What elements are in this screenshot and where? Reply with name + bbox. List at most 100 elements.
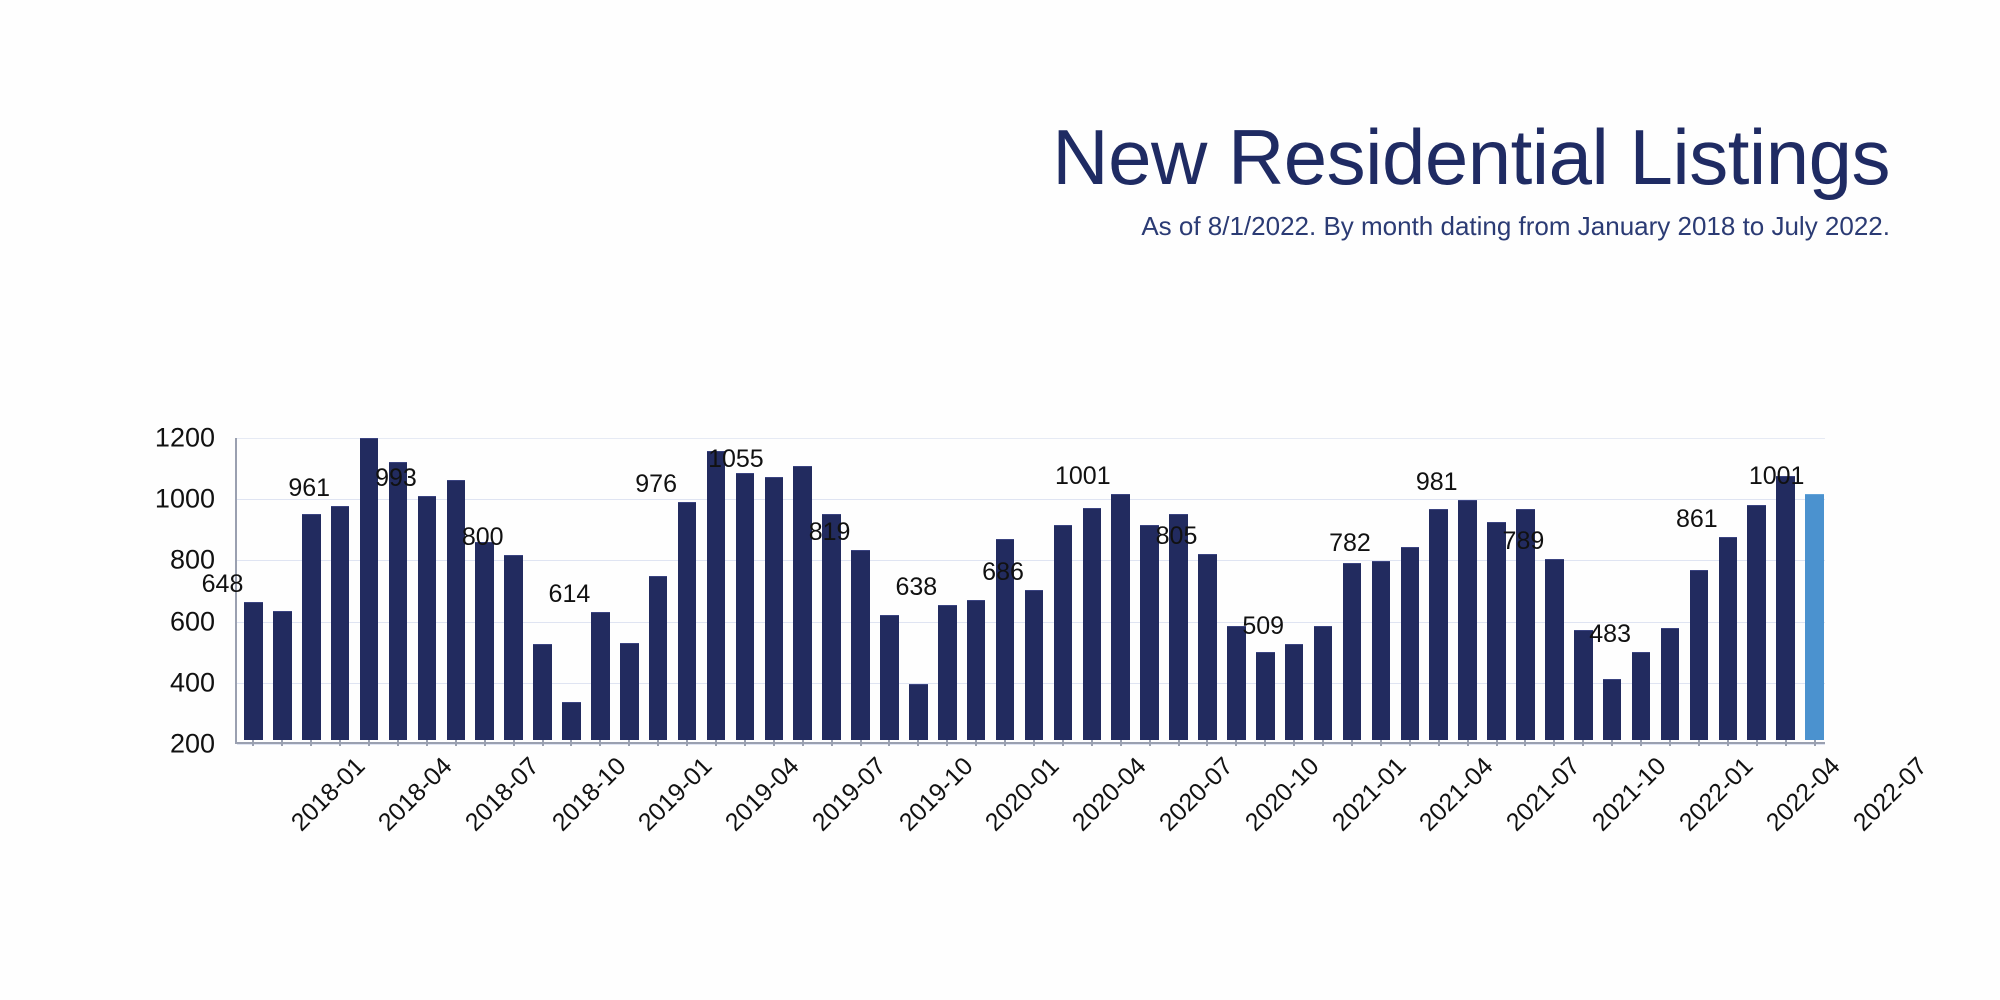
bar-slot: 861	[1676, 434, 1742, 746]
bar[interactable]	[1574, 630, 1593, 740]
x-axis-tick-mark	[917, 740, 920, 746]
bar-slot: 782	[1329, 434, 1395, 746]
bar-slot: 993	[375, 434, 441, 746]
bar[interactable]	[417, 496, 437, 740]
bar[interactable]	[1458, 500, 1477, 740]
x-axis-tick-mark	[1784, 740, 1787, 746]
bar[interactable]	[764, 477, 784, 740]
bar-slot	[615, 434, 644, 746]
x-axis-tick-mark	[541, 740, 544, 746]
bar[interactable]	[1631, 652, 1651, 740]
x-axis-tick-mark	[1437, 740, 1440, 746]
bar[interactable]	[793, 465, 812, 740]
bar[interactable]	[1660, 628, 1680, 740]
bar[interactable]	[330, 506, 350, 740]
bar[interactable]	[735, 473, 755, 740]
bar[interactable]	[822, 514, 841, 740]
bar[interactable]	[677, 501, 697, 740]
x-axis-tick-mark	[1726, 740, 1729, 746]
bar[interactable]	[995, 539, 1015, 740]
bar[interactable]	[1747, 504, 1766, 740]
x-axis-tick-mark	[1379, 740, 1382, 746]
bar-slot	[1338, 434, 1367, 746]
bar[interactable]	[1140, 525, 1159, 740]
bar-slot	[1424, 434, 1453, 746]
x-axis-tick-mark	[859, 740, 862, 746]
bar-value-label: 789	[1502, 526, 1545, 555]
bar[interactable]	[244, 601, 263, 740]
bar-slot: 1001	[1055, 434, 1135, 746]
bar-value-label: 648	[201, 569, 244, 598]
bar[interactable]	[706, 450, 726, 740]
bar[interactable]	[1198, 553, 1217, 740]
x-axis-tick-label: 2022-01	[1673, 752, 1759, 837]
bar[interactable]	[1689, 570, 1709, 740]
bar[interactable]	[533, 643, 552, 740]
bar[interactable]	[1313, 626, 1333, 740]
x-axis-tick-mark	[1755, 740, 1758, 746]
bar[interactable]	[1516, 508, 1535, 740]
x-axis-tick-mark	[830, 740, 833, 746]
x-axis-tick-mark	[743, 740, 746, 746]
bar[interactable]	[1342, 562, 1362, 740]
bar[interactable]	[1718, 536, 1738, 740]
page-title: New Residential Listings	[1052, 113, 1890, 201]
bar-slot: 1055	[708, 434, 788, 746]
bar[interactable]	[475, 542, 494, 740]
bar[interactable]	[1602, 679, 1622, 740]
bars-container: 648 961 993 800 614 976 1055 819 638 686 1001 805 50…	[202, 437, 1825, 746]
bar-slot	[817, 434, 846, 746]
bar-value-label: 976	[635, 469, 677, 498]
bar[interactable]	[1082, 507, 1102, 740]
bar[interactable]	[1429, 508, 1448, 740]
bar-highlighted[interactable]	[1805, 493, 1824, 740]
x-axis-tick-mark	[772, 740, 775, 746]
x-axis-tick-mark	[1264, 740, 1267, 746]
bar[interactable]	[1400, 547, 1420, 740]
bar[interactable]	[359, 437, 379, 740]
bar[interactable]	[273, 611, 292, 740]
bar[interactable]	[648, 576, 668, 740]
x-axis-tick-mark	[425, 740, 428, 746]
x-axis-tick-mark	[1032, 740, 1035, 746]
bar[interactable]	[1053, 524, 1073, 740]
bar[interactable]	[1371, 560, 1391, 740]
bar-slot	[441, 434, 470, 746]
bar[interactable]	[1776, 476, 1795, 740]
bar-slot: 483	[1589, 434, 1656, 746]
bar[interactable]	[562, 701, 581, 740]
bar[interactable]	[1024, 590, 1044, 740]
bar-slot: 981	[1416, 434, 1482, 746]
bar-slot	[1164, 434, 1193, 746]
bar[interactable]	[620, 642, 639, 740]
bar[interactable]	[1487, 521, 1506, 740]
bar[interactable]	[1545, 558, 1564, 740]
bar-value-label: 961	[288, 474, 331, 503]
bar[interactable]	[851, 549, 870, 740]
x-axis-tick-mark	[1119, 740, 1122, 746]
bar[interactable]	[1169, 514, 1188, 740]
bar[interactable]	[302, 513, 321, 740]
bar[interactable]	[1284, 644, 1304, 740]
bar[interactable]	[388, 461, 408, 740]
bar[interactable]	[1256, 652, 1275, 740]
bar-slot	[1395, 434, 1424, 746]
bar[interactable]	[880, 615, 899, 740]
x-axis-tick-mark	[1668, 740, 1671, 746]
gridline	[237, 438, 1825, 439]
bar-value-label: 1001	[1055, 461, 1111, 490]
bar[interactable]	[909, 683, 928, 740]
bar[interactable]	[1111, 493, 1130, 740]
bar[interactable]	[966, 600, 986, 740]
bar[interactable]	[446, 480, 466, 740]
bar[interactable]	[591, 612, 610, 740]
bar[interactable]	[1227, 625, 1246, 740]
y-axis-tick-label: 1200	[154, 422, 215, 453]
bar-value-label: 800	[461, 523, 504, 552]
bar[interactable]	[938, 604, 957, 740]
bar[interactable]	[504, 555, 523, 740]
bar-value-label: 1055	[708, 445, 764, 474]
x-axis-tick-mark	[628, 740, 631, 746]
x-axis-tick-label: 2018-01	[286, 752, 372, 837]
bar-value-label: 805	[1155, 521, 1198, 550]
